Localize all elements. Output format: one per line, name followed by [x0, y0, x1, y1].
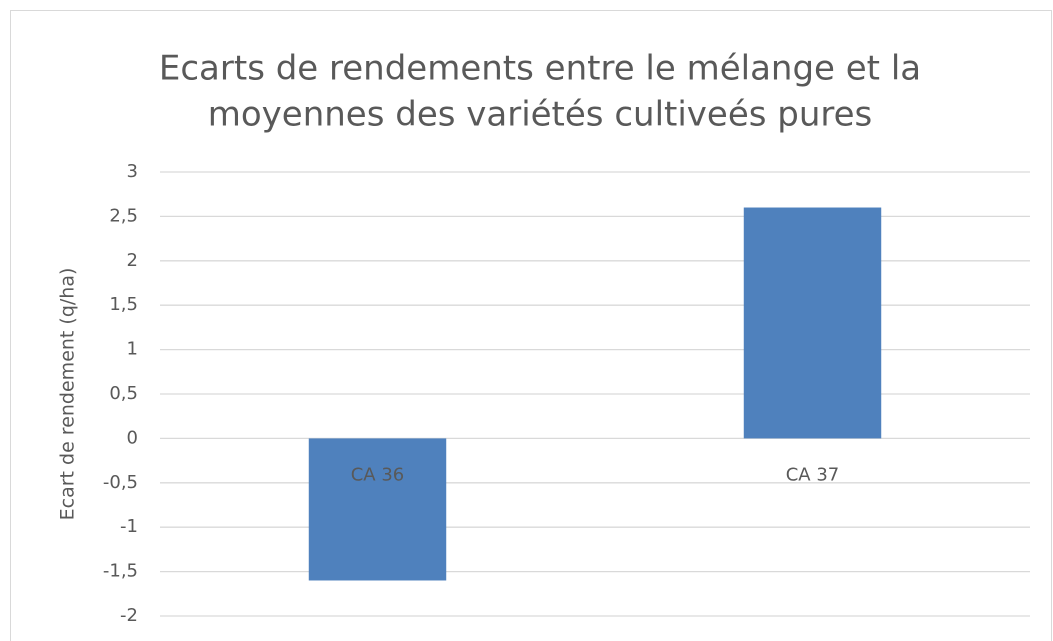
y-axis-label: Ecart de rendement (q/ha): [57, 268, 79, 521]
y-tick-label: 2: [127, 250, 138, 271]
y-tick-label: -1: [120, 516, 138, 537]
y-tick-label: 3: [127, 161, 138, 182]
y-tick-label: 0,5: [109, 383, 138, 404]
y-tick-label: -0,5: [103, 472, 138, 493]
chart-title: moyennes des variétés cultiveés pures: [208, 95, 873, 135]
x-tick-label: CA 36: [351, 464, 405, 485]
y-tick-label: -2: [120, 605, 138, 626]
bar: [308, 438, 447, 581]
y-tick-label: 2,5: [109, 205, 138, 226]
y-tick-label: 1: [127, 339, 138, 360]
y-tick-label: 1,5: [109, 294, 138, 315]
x-tick-label: CA 37: [786, 464, 840, 485]
bar: [743, 207, 882, 439]
y-tick-label: -1,5: [103, 561, 138, 582]
chart-title: Ecarts de rendements entre le mélange et…: [159, 49, 921, 89]
y-tick-label: 0: [127, 427, 138, 448]
